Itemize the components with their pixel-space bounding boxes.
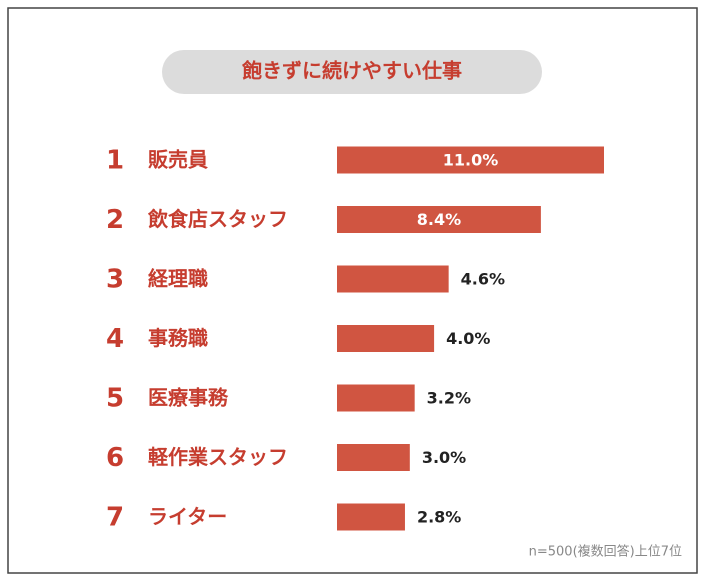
category-label: 販売員: [148, 148, 208, 172]
rank: 5: [106, 384, 124, 414]
bar: [337, 444, 410, 471]
value-label: 8.4%: [417, 210, 461, 229]
rank: 2: [106, 205, 124, 235]
rank: 7: [106, 503, 124, 533]
value-label: 3.0%: [422, 448, 466, 467]
value-label: 4.6%: [461, 270, 505, 289]
value-label: 4.0%: [446, 329, 490, 348]
chart-title: 飽きずに続けやすい仕事: [242, 59, 462, 83]
note: n=500(複数回答)上位7位: [529, 544, 682, 560]
bar: [337, 146, 604, 174]
title-pill: [162, 50, 542, 94]
category-label: 経理職: [148, 267, 208, 291]
value-label: 2.8%: [417, 508, 461, 527]
value-label: 3.2%: [427, 389, 471, 408]
rank: 1: [106, 146, 124, 176]
category-label: ライター: [148, 505, 227, 529]
rank: 6: [106, 443, 124, 473]
value-label: 11.0%: [443, 151, 499, 170]
bar: [337, 384, 415, 412]
category-label: 事務職: [148, 326, 208, 350]
bar: [337, 503, 405, 531]
bar: [337, 325, 435, 352]
bar: [337, 265, 449, 293]
rank: 3: [106, 265, 124, 295]
rank: 4: [106, 324, 124, 354]
bar: [337, 206, 541, 233]
category-label: 医療事務: [148, 386, 229, 410]
category-label: 軽作業スタッフ: [148, 445, 288, 469]
category-label: 飲食店スタッフ: [147, 207, 288, 231]
